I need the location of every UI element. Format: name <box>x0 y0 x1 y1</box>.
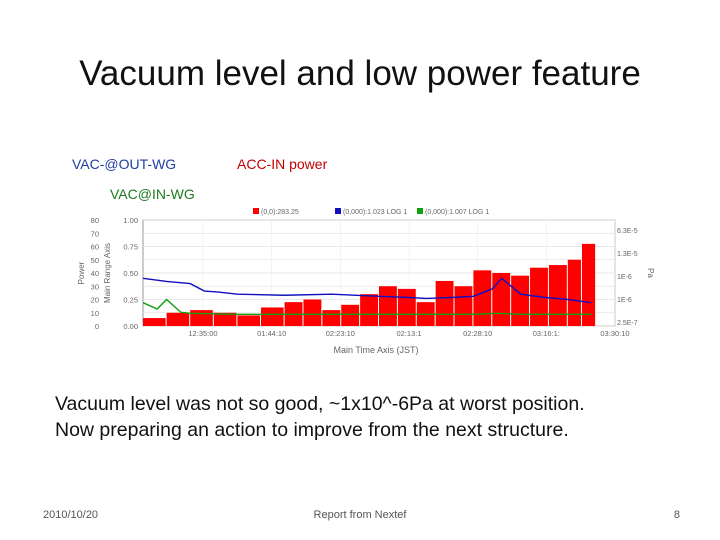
power-bar <box>213 312 237 326</box>
y-right-tick-label: 1.3E-5 <box>617 251 638 258</box>
power-bar <box>341 304 360 326</box>
y-inner-tick-label: 0.00 <box>123 322 138 331</box>
y-inner-tick-label: 0.25 <box>123 296 138 305</box>
legend-entry: (0,000):1.007 LOG 1 <box>425 209 489 216</box>
power-bar <box>473 270 492 326</box>
series-line <box>142 298 592 316</box>
y-outer-axis-label: Power <box>78 261 86 284</box>
x-tick-label: 02:23:10 <box>326 329 355 338</box>
y-outer-tick-label: 20 <box>91 296 99 305</box>
x-tick-label: 01:44:10 <box>257 329 286 338</box>
legend-entry: (0,0):283.25 <box>261 209 299 216</box>
power-bar <box>303 299 322 326</box>
power-bar <box>360 294 378 326</box>
x-axis-label: Main Time Axis (JST) <box>333 345 418 355</box>
series-layer <box>142 243 596 326</box>
power-bar <box>397 288 416 326</box>
body-line-1: Vacuum level was not so good, ~1x10^-6Pa… <box>55 393 585 415</box>
power-bar <box>581 243 596 326</box>
power-bar <box>166 312 190 326</box>
y-inner-tick-label: 0.75 <box>123 243 138 252</box>
power-bar <box>492 273 511 326</box>
y-outer-tick-label: 60 <box>91 243 99 252</box>
y-right-axis-label: Pa <box>646 268 655 278</box>
y-outer-tick-label: 80 <box>91 216 99 225</box>
legend-entry: (0,000):1.023 LOG 1 <box>343 209 407 216</box>
x-tick-label: 02:28:10 <box>463 329 492 338</box>
power-bar <box>322 310 341 326</box>
y-inner-axis-label: Main Range Axis <box>103 243 112 303</box>
slide-title: Vacuum level and low power feature <box>79 54 641 93</box>
power-bar <box>454 286 473 326</box>
series-line <box>142 277 592 304</box>
legend-swatch <box>253 208 259 214</box>
vac-in-label: VAC@IN-WG <box>110 186 195 202</box>
chart-svg: 80 70 60 50 40 30 20 10 0 1.00 0.75 0.50 0.25 0.00 6.3… <box>78 208 655 355</box>
x-tick-label: 12:35:00 <box>188 329 217 338</box>
power-bar <box>511 275 530 326</box>
ticks-layer: 80 70 60 50 40 30 20 10 0 1.00 0.75 0.50 0.25 0.00 6.3… <box>91 216 638 338</box>
y-inner-tick-label: 0.50 <box>123 269 138 278</box>
y-right-tick-label: 6.3E-5 <box>617 228 638 235</box>
y-right-tick-label: 1E-6 <box>617 297 632 304</box>
legend-swatch <box>417 208 423 214</box>
y-outer-tick-label: 10 <box>91 309 99 318</box>
footer-date: 2010/10/20 <box>43 509 99 521</box>
body-text: Vacuum level was not so good, ~1x10^-6Pa… <box>55 391 695 443</box>
footer-source: Report from Nextef <box>313 509 407 521</box>
power-bar <box>379 286 397 326</box>
y-outer-tick-label: 40 <box>91 269 99 278</box>
power-bar <box>548 265 567 326</box>
vac-out-label: VAC-@OUT-WG <box>72 156 177 172</box>
x-tick-label: 03:30:10 <box>600 329 629 338</box>
power-bar <box>435 280 454 326</box>
y-outer-tick-label: 70 <box>91 229 99 238</box>
y-outer-tick-label: 0 <box>95 322 99 331</box>
vacuum-chart: 80 70 60 50 40 30 20 10 0 1.00 0.75 0.50 0.25 0.00 6.3… <box>78 204 658 362</box>
power-bar <box>567 259 581 326</box>
y-inner-tick-label: 1.00 <box>123 216 138 225</box>
power-bar <box>237 315 260 326</box>
x-tick-label: 03:16:1: <box>533 329 560 338</box>
page-number: 8 <box>673 509 680 521</box>
legend-layer: (0,0):283.25 (0,000):1.023 LOG 1 (0,000):1… <box>253 208 489 216</box>
body-line-2: Now preparing an action to improve from … <box>55 419 569 441</box>
acc-in-label: ACC-IN power <box>237 156 328 172</box>
legend-swatch <box>335 208 341 214</box>
power-bar <box>261 307 284 326</box>
y-outer-tick-label: 30 <box>91 282 99 291</box>
power-bar <box>143 318 166 326</box>
y-right-tick-label: 1E-6 <box>617 274 632 281</box>
power-bar <box>190 310 213 326</box>
y-right-tick-label: 2.5E-7 <box>617 320 638 327</box>
y-outer-tick-label: 50 <box>91 256 99 265</box>
x-tick-label: 02:13:1 <box>396 329 421 338</box>
